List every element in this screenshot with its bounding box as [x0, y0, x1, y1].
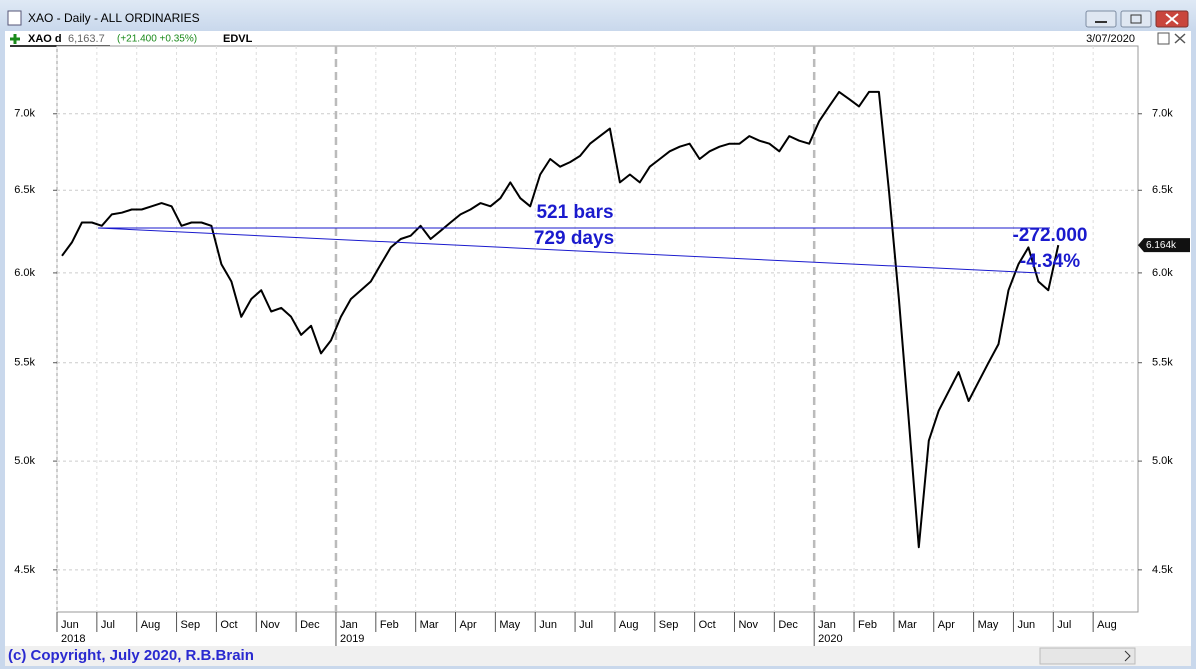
minimize-button[interactable] [1085, 10, 1117, 28]
x-tick-label: Apr [460, 619, 477, 631]
x-tick-label: Jan [340, 619, 358, 631]
y-tick-label: 7.0k [14, 108, 35, 120]
annotation: 521 bars [536, 202, 613, 223]
x-tick-label: Nov [260, 619, 280, 631]
trend-line [97, 227, 1041, 274]
maximize-icon [1130, 14, 1142, 24]
panel-max-button[interactable] [1157, 32, 1170, 45]
y-tick-label: 5.0k [14, 455, 35, 467]
x-tick-label: Mar [898, 619, 917, 631]
footer-bar [5, 646, 1191, 666]
change: (+21.400 +0.35%) [117, 34, 197, 45]
y-tick-label: 4.5k [14, 564, 35, 576]
x-tick-label: Feb [380, 619, 399, 631]
annotation: 729 days [534, 228, 614, 249]
y-tick-label: 5.5k [14, 357, 35, 369]
x-tick-label: Dec [778, 619, 798, 631]
x-tick-label: Sep [181, 619, 201, 631]
x-tick-label: Oct [699, 619, 716, 631]
y-tick-label: 6.0k [1152, 267, 1173, 279]
x-tick-label: May [499, 619, 520, 631]
x-tick-label: May [978, 619, 999, 631]
close-icon [1165, 13, 1179, 25]
y-tick-label: 4.5k [1152, 564, 1173, 576]
year-label: 2019 [340, 633, 364, 645]
y-tick-label: 6.5k [1152, 184, 1173, 196]
x-tick-label: Jul [579, 619, 593, 631]
x-tick-label: Nov [738, 619, 758, 631]
annotation: -272.000 [1012, 225, 1087, 246]
scroll-arrow[interactable] [1124, 650, 1131, 662]
x-tick-label: Jul [101, 619, 115, 631]
date: 3/07/2020 [1086, 33, 1135, 45]
x-tick-label: Dec [300, 619, 320, 631]
indicator: EDVL [223, 33, 253, 45]
maximize-button[interactable] [1120, 10, 1152, 28]
add-icon[interactable] [10, 34, 20, 44]
y-tick-label: 5.0k [1152, 455, 1173, 467]
x-tick-label: Feb [858, 619, 877, 631]
x-tick-label: Jun [61, 619, 79, 631]
x-tick-label: Jun [1017, 619, 1035, 631]
x-tick-label: Aug [1097, 619, 1117, 631]
y-tick-label: 6.5k [14, 184, 35, 196]
plot [56, 45, 1139, 613]
window-title: XAO - Daily - ALL ORDINARIES [28, 11, 200, 25]
x-tick-label: Oct [220, 619, 237, 631]
x-tick-label: Aug [141, 619, 161, 631]
y-tick-label: 7.0k [1152, 108, 1173, 120]
price: 6,163.7 [68, 33, 105, 45]
title-bar [0, 0, 1196, 31]
y-tick-label: 6.0k [14, 267, 35, 279]
scrollbar[interactable] [1039, 647, 1136, 665]
x-tick-label: Aug [619, 619, 639, 631]
copyright: (c) Copyright, July 2020, R.B.Brain [8, 647, 254, 664]
x-tick-label: Jun [539, 619, 557, 631]
panel-close-button[interactable] [1174, 33, 1186, 44]
annotation: -4.34% [1020, 251, 1080, 272]
x-tick-label: Sep [659, 619, 679, 631]
x-tick-label: Apr [938, 619, 955, 631]
year-label: 2018 [61, 633, 85, 645]
app-icon [7, 10, 22, 26]
x-tick-label: Jul [1057, 619, 1071, 631]
x-tick-label: Jan [818, 619, 836, 631]
symbol: XAO d [28, 33, 62, 45]
last-value-tag [1138, 238, 1190, 253]
y-tick-label: 5.5k [1152, 357, 1173, 369]
plot-area [56, 45, 1139, 613]
last-value-label: 6.164k [1146, 240, 1177, 251]
price-line [61, 90, 1060, 549]
x-tick-label: Mar [420, 619, 439, 631]
year-label: 2020 [818, 633, 842, 645]
